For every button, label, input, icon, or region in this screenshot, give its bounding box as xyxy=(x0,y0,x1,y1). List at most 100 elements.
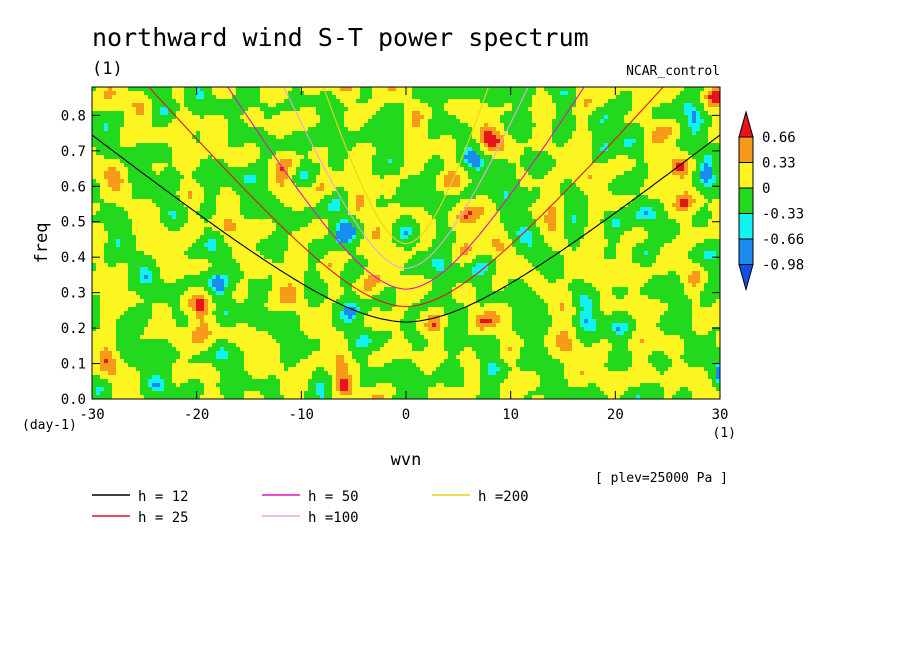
heatmap-cell xyxy=(420,187,425,192)
heatmap-cell xyxy=(584,87,589,92)
heatmap-cell xyxy=(612,115,617,120)
heatmap-cell xyxy=(636,159,641,164)
heatmap-cell xyxy=(512,135,517,140)
heatmap-cell xyxy=(132,159,137,164)
heatmap-cell xyxy=(112,191,117,196)
heatmap-cell xyxy=(220,207,225,212)
heatmap-cell xyxy=(680,111,685,116)
heatmap-cell xyxy=(600,211,605,216)
heatmap-cell xyxy=(144,119,149,124)
heatmap-cell xyxy=(508,111,513,116)
heatmap-cell xyxy=(400,99,405,104)
heatmap-cell xyxy=(544,143,549,148)
heatmap-cell xyxy=(160,171,165,176)
heatmap-cell xyxy=(352,135,357,140)
heatmap-cell xyxy=(400,115,405,120)
heatmap-cell xyxy=(368,147,373,152)
heatmap-cell xyxy=(612,99,617,104)
heatmap-cell xyxy=(136,191,141,196)
heatmap-cell xyxy=(132,167,137,172)
heatmap-cell xyxy=(692,175,697,180)
heatmap-cell xyxy=(96,87,101,92)
heatmap-cell xyxy=(104,99,109,104)
heatmap-cell xyxy=(348,187,353,192)
heatmap-cell xyxy=(448,131,453,136)
heatmap-cell xyxy=(436,115,441,120)
heatmap-cell xyxy=(536,211,541,216)
heatmap-cell xyxy=(536,167,541,172)
heatmap-cell xyxy=(432,95,437,100)
heatmap-cell xyxy=(400,95,405,100)
heatmap-cell xyxy=(160,191,165,196)
heatmap-cell xyxy=(412,119,417,124)
heatmap-cell xyxy=(532,115,537,120)
heatmap-cell xyxy=(296,123,301,128)
heatmap-cell xyxy=(628,135,633,140)
heatmap-cell xyxy=(296,147,301,152)
heatmap-cell xyxy=(716,171,720,176)
heatmap-cell xyxy=(576,131,581,136)
heatmap-cell xyxy=(192,191,197,196)
heatmap-cell xyxy=(232,139,237,144)
heatmap-cell xyxy=(492,107,497,112)
heatmap-cell xyxy=(472,159,477,164)
heatmap-cell xyxy=(576,187,581,192)
heatmap-cell xyxy=(272,95,277,100)
heatmap-cell xyxy=(236,123,241,128)
heatmap-cell xyxy=(412,115,417,120)
heatmap-cell xyxy=(428,151,433,156)
heatmap-cell xyxy=(152,171,157,176)
heatmap-cell xyxy=(580,147,585,152)
heatmap-cell xyxy=(188,175,193,180)
heatmap-cell xyxy=(148,139,153,144)
heatmap-cell xyxy=(576,163,581,168)
heatmap-cell xyxy=(636,139,641,144)
heatmap-cell xyxy=(664,175,669,180)
heatmap-cell xyxy=(552,195,557,200)
heatmap-cell xyxy=(712,131,717,136)
heatmap-cell xyxy=(180,163,185,168)
heatmap-cell xyxy=(248,211,253,216)
heatmap-cell xyxy=(496,111,501,116)
heatmap-cell xyxy=(320,103,325,108)
heatmap-cell xyxy=(148,211,153,216)
heatmap-cell xyxy=(240,171,245,176)
heatmap-cell xyxy=(684,143,689,148)
heatmap-cell xyxy=(184,111,189,116)
heatmap-cell xyxy=(572,187,577,192)
heatmap-cell xyxy=(540,91,545,96)
heatmap-cell xyxy=(128,171,133,176)
heatmap-cell xyxy=(164,203,169,208)
heatmap-cell xyxy=(652,87,657,92)
heatmap-cell xyxy=(556,207,561,212)
heatmap-cell xyxy=(424,131,429,136)
heatmap-cell xyxy=(288,203,293,208)
heatmap-cell xyxy=(504,95,509,100)
heatmap-cell xyxy=(472,111,477,116)
heatmap-cell xyxy=(452,135,457,140)
heatmap-cell xyxy=(356,127,361,132)
heatmap-cell xyxy=(332,199,337,204)
heatmap-cell xyxy=(576,91,581,96)
heatmap-cell xyxy=(164,183,169,188)
heatmap-cell xyxy=(676,183,681,188)
heatmap-cell xyxy=(656,123,661,128)
heatmap-cell xyxy=(468,95,473,100)
heatmap-cell xyxy=(544,179,549,184)
heatmap-cell xyxy=(660,139,665,144)
heatmap-cell xyxy=(488,207,493,212)
heatmap-cell xyxy=(688,171,693,176)
heatmap-cell xyxy=(400,127,405,132)
heatmap-cell xyxy=(676,203,681,208)
heatmap-cell xyxy=(708,103,713,108)
heatmap-cell xyxy=(424,163,429,168)
heatmap-cell xyxy=(408,115,413,120)
heatmap-cell xyxy=(400,135,405,140)
heatmap-cell xyxy=(452,147,457,152)
heatmap-cell xyxy=(172,87,177,92)
heatmap-cell xyxy=(348,95,353,100)
heatmap-cell xyxy=(708,195,713,200)
heatmap-cell xyxy=(284,99,289,104)
heatmap-cell xyxy=(588,131,593,136)
heatmap-cell xyxy=(296,143,301,148)
